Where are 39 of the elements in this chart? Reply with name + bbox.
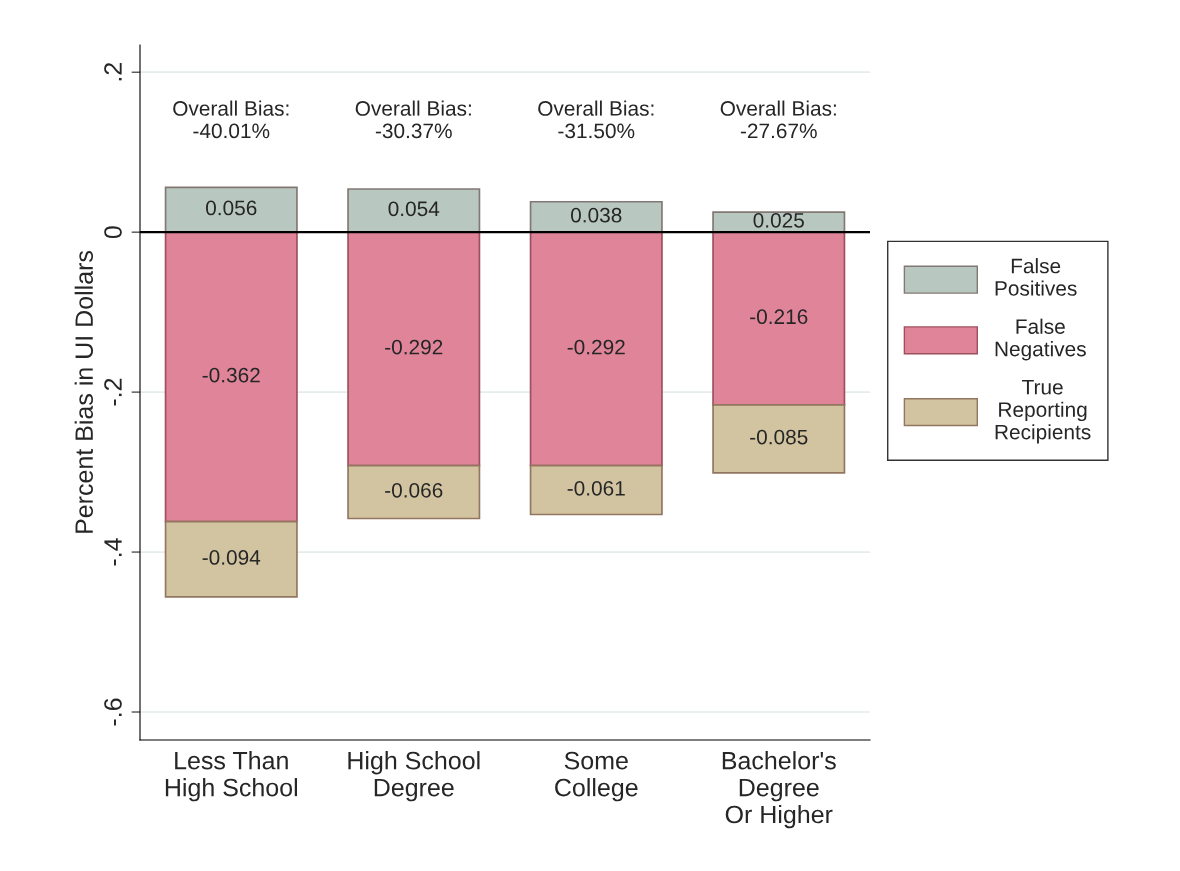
y-tick-label: 0 [104, 226, 122, 239]
bar [347, 188, 481, 233]
bar [712, 404, 846, 474]
x-tick-label: Less Than High School [165, 751, 297, 802]
y-tick-label: .2 [104, 63, 122, 81]
legend-label: False Negatives [995, 318, 1086, 361]
data-label: -0.216 [750, 309, 808, 325]
data-label: -0.094 [202, 550, 261, 565]
x-tick-label: Bachelor's Degree Or Higher [722, 751, 836, 829]
data-label: -0.066 [385, 482, 443, 498]
data-label: -0.292 [385, 339, 443, 355]
annotation: Overall Bias: -40.01% [173, 100, 289, 139]
annotation: Overall Bias: -31.50% [538, 100, 654, 139]
data-label: 0.025 [753, 212, 804, 228]
bar [347, 464, 481, 520]
data-label: -0.292 [567, 339, 625, 355]
data-label: -0.362 [202, 367, 260, 383]
data-label: -0.085 [750, 429, 808, 445]
text: True Reporting Recipients [995, 380, 1091, 444]
data-label: 0.054 [388, 201, 440, 217]
bar [529, 464, 663, 516]
bar [164, 231, 298, 523]
x-tick-label: High School Degree [348, 751, 480, 802]
bar [164, 186, 298, 233]
bar [164, 520, 298, 598]
bar [347, 231, 481, 467]
x-tick-label: Some College [555, 751, 638, 802]
y-tick-label: -.6 [104, 698, 122, 726]
data-label: 0.038 [571, 207, 622, 223]
data-label: 0.056 [206, 200, 257, 216]
y-tick-label: -.2 [104, 378, 122, 406]
legend-label: False Positives [995, 258, 1077, 296]
y-axis-title: Percent Bias in UI Dollars [74, 250, 93, 533]
y-tick-label: -.4 [104, 538, 122, 566]
data-label: -0.061 [567, 480, 625, 496]
annotation: Overall Bias: -30.37% [355, 100, 471, 139]
annotation: Overall Bias: -27.67% [720, 100, 836, 139]
bar [529, 231, 663, 467]
bar [712, 231, 846, 406]
